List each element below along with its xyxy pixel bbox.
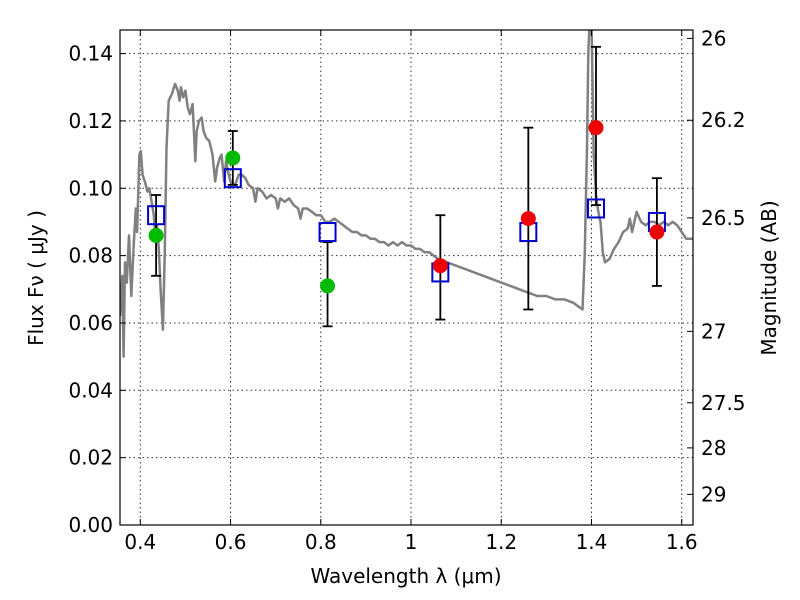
plot-frame <box>119 29 694 526</box>
y2-tick-label: 27 <box>701 319 726 343</box>
y2-tick-label: 26.5 <box>701 206 746 230</box>
model-flux-square <box>147 205 166 226</box>
observed-flux-point <box>649 224 665 240</box>
y-tick-label: 0.02 <box>68 446 113 470</box>
y2-axis-label: Magnitude (AB) <box>757 200 781 355</box>
y-tick-label: 0.04 <box>68 378 113 402</box>
x-tick-label: 1.6 <box>666 530 698 554</box>
x-tick-label: 1.4 <box>576 530 608 554</box>
y-tick-label: 0.12 <box>68 109 113 133</box>
x-tick-label: 0.4 <box>124 530 156 554</box>
grid <box>120 30 693 526</box>
model-flux-square <box>318 222 337 243</box>
observed-flux-point <box>148 227 164 243</box>
y-tick-label: 0.10 <box>68 176 113 200</box>
observed-flux-point <box>225 150 241 166</box>
y2-tick-label: 29 <box>701 482 726 506</box>
y-tick-label: 0.00 <box>68 513 113 537</box>
x-tick-label: 1.2 <box>485 530 517 554</box>
model-flux-square <box>586 198 605 219</box>
y-axis-label: Flux Fν ( μJy ) <box>24 210 48 346</box>
x-tick-label: 1 <box>405 530 418 554</box>
x-tick-label: 0.8 <box>305 530 337 554</box>
y-tick-label: 0.14 <box>68 42 113 66</box>
plot-area <box>120 30 693 358</box>
y2-tick-label: 26.2 <box>701 108 746 132</box>
model-flux-square <box>223 168 242 189</box>
y-tick-label: 0.06 <box>68 311 113 335</box>
y2-tick-label: 26 <box>701 26 726 50</box>
observed-flux-point <box>320 278 336 294</box>
x-tick-label: 0.6 <box>215 530 247 554</box>
observed-flux-point <box>520 211 536 227</box>
observed-flux-point <box>588 120 604 136</box>
observed-flux-point <box>432 258 448 274</box>
x-axis-label: Wavelength λ (μm) <box>310 564 501 588</box>
y2-tick-label: 28 <box>701 436 726 460</box>
y2-tick-label: 27.5 <box>701 391 746 415</box>
y-tick-label: 0.08 <box>68 244 113 268</box>
axes: 0.4 0.6 0.8 1 1.2 1.4 1.6 0.00 0.02 0.04 0.06 0.08 0… <box>68 26 745 554</box>
